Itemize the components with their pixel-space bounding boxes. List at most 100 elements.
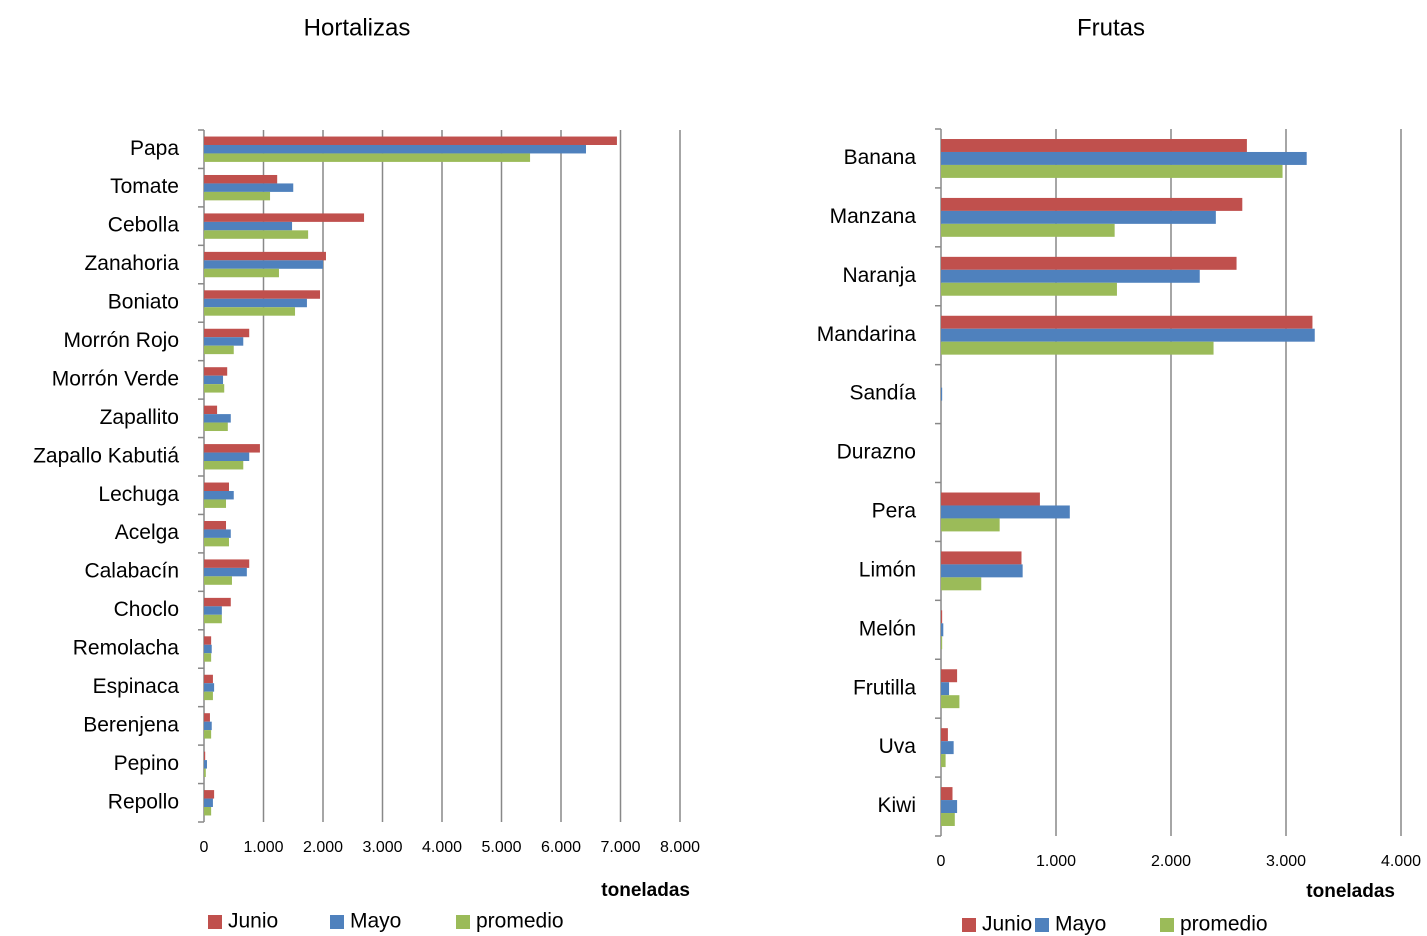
bar bbox=[204, 221, 293, 231]
legend-label: promedio bbox=[1180, 913, 1268, 936]
legend-swatch bbox=[962, 918, 976, 932]
legend-swatch bbox=[1035, 918, 1049, 932]
bar bbox=[941, 223, 1115, 237]
category-label: Calabacín bbox=[84, 560, 179, 583]
bar bbox=[204, 405, 218, 415]
category-label: Choclo bbox=[114, 598, 179, 621]
bar bbox=[204, 721, 212, 731]
bar bbox=[204, 537, 229, 547]
bar bbox=[204, 268, 279, 278]
x-axis-label: toneladas bbox=[601, 880, 690, 901]
bar bbox=[941, 741, 954, 755]
category-label: Tomate bbox=[110, 175, 179, 198]
bar bbox=[941, 151, 1307, 165]
category-label: Zapallito bbox=[100, 406, 179, 429]
bar bbox=[204, 713, 210, 722]
bar bbox=[204, 614, 222, 624]
bar bbox=[204, 606, 222, 615]
category-label: Frutilla bbox=[853, 676, 916, 699]
category-label: Limón bbox=[859, 558, 916, 581]
legend-swatch bbox=[456, 915, 470, 929]
bar bbox=[941, 518, 1000, 532]
category-label: Pepino bbox=[114, 752, 179, 775]
bar bbox=[204, 183, 294, 192]
x-tick-label: 4.000 bbox=[1381, 853, 1421, 870]
bar bbox=[204, 414, 231, 423]
bar bbox=[204, 298, 307, 308]
bar bbox=[941, 341, 1214, 355]
bar bbox=[941, 800, 958, 814]
bar bbox=[941, 492, 1040, 506]
bar bbox=[204, 653, 212, 662]
bar bbox=[941, 210, 1216, 224]
bar bbox=[204, 798, 213, 808]
bar bbox=[204, 144, 586, 154]
category-label: Berenjena bbox=[83, 713, 179, 736]
bar bbox=[941, 669, 958, 683]
bar bbox=[204, 520, 227, 530]
legend-label: Mayo bbox=[350, 910, 401, 933]
bar bbox=[941, 813, 955, 826]
category-label: Uva bbox=[879, 735, 917, 758]
bar bbox=[204, 444, 260, 453]
category-label: Espinaca bbox=[93, 675, 180, 698]
x-tick-label: 2.000 bbox=[1151, 853, 1191, 870]
bar bbox=[204, 136, 617, 145]
bar bbox=[941, 505, 1070, 519]
bar bbox=[941, 754, 946, 768]
bar bbox=[204, 790, 215, 799]
category-label: Boniato bbox=[108, 291, 179, 314]
bar bbox=[204, 337, 244, 346]
x-tick-label: 1.000 bbox=[1036, 853, 1076, 870]
bar bbox=[204, 328, 250, 338]
bar bbox=[204, 576, 232, 585]
legend-label: Junio bbox=[228, 910, 278, 933]
bar bbox=[204, 461, 244, 470]
x-tick-label: 4.000 bbox=[422, 839, 462, 856]
bar bbox=[204, 597, 231, 607]
bar bbox=[204, 567, 247, 577]
bar bbox=[204, 345, 234, 355]
bar bbox=[204, 559, 250, 568]
legend-swatch bbox=[330, 915, 344, 929]
bar bbox=[941, 269, 1200, 283]
bar bbox=[204, 307, 296, 316]
bar bbox=[204, 683, 215, 692]
chart-title: Frutas bbox=[1077, 14, 1145, 41]
bar bbox=[941, 164, 1283, 178]
bar bbox=[204, 191, 271, 201]
legend-swatch bbox=[208, 915, 222, 929]
x-axis-label: toneladas bbox=[1306, 881, 1395, 902]
category-label: Sandía bbox=[849, 382, 916, 405]
bar bbox=[204, 644, 212, 654]
category-label: Morrón Verde bbox=[52, 367, 179, 390]
legend-label: promedio bbox=[476, 910, 564, 933]
category-label: Manzana bbox=[830, 205, 917, 228]
legend-label: Mayo bbox=[1055, 913, 1106, 936]
category-label: Acelga bbox=[115, 521, 180, 544]
bar bbox=[941, 610, 943, 624]
bar bbox=[204, 636, 212, 645]
bar bbox=[204, 174, 278, 184]
x-tick-label: 5.000 bbox=[481, 839, 521, 856]
bar bbox=[941, 623, 944, 637]
bar bbox=[204, 367, 228, 376]
bar bbox=[941, 577, 982, 591]
bar bbox=[941, 387, 943, 401]
bar bbox=[941, 728, 948, 742]
bar bbox=[204, 375, 224, 385]
bar bbox=[204, 482, 229, 491]
bar bbox=[204, 730, 212, 739]
bar bbox=[204, 290, 321, 299]
bar bbox=[941, 636, 943, 650]
bar bbox=[204, 674, 213, 684]
bar bbox=[204, 213, 365, 222]
bar bbox=[941, 695, 960, 709]
bar bbox=[941, 315, 1313, 329]
category-label: Pera bbox=[872, 500, 917, 523]
x-tick-label: 2.000 bbox=[303, 839, 343, 856]
bar bbox=[941, 282, 1117, 296]
legend-label: Junio bbox=[982, 913, 1032, 936]
category-label: Naranja bbox=[842, 264, 916, 287]
